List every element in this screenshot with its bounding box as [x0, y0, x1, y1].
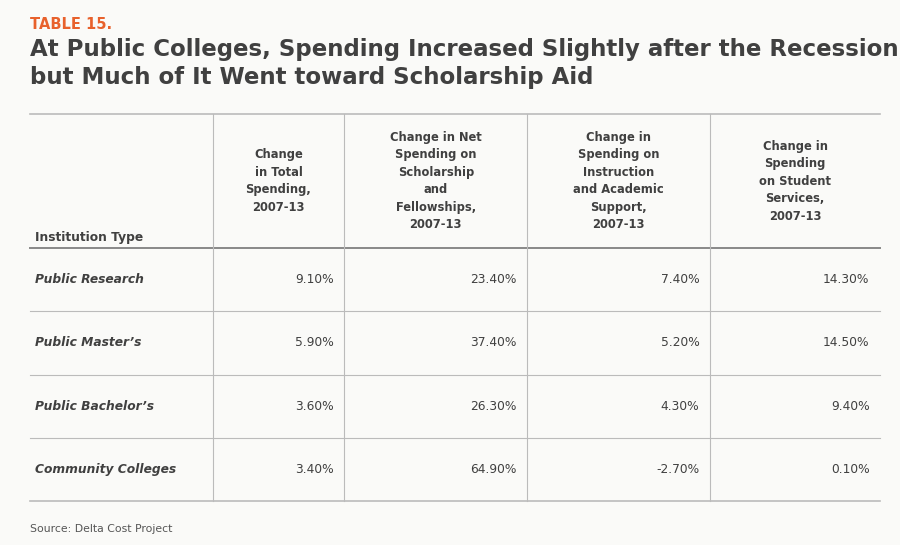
Text: Source: Delta Cost Project: Source: Delta Cost Project	[30, 524, 172, 534]
Text: Change
in Total
Spending,
2007-13: Change in Total Spending, 2007-13	[246, 148, 311, 214]
Text: Change in Net
Spending on
Scholarship
and
Fellowships,
2007-13: Change in Net Spending on Scholarship an…	[390, 131, 482, 232]
Text: Institution Type: Institution Type	[35, 231, 143, 244]
Text: 4.30%: 4.30%	[661, 400, 699, 413]
Text: Public Master’s: Public Master’s	[35, 336, 141, 349]
Text: Change in
Spending
on Student
Services,
2007-13: Change in Spending on Student Services, …	[760, 140, 832, 223]
Text: -2.70%: -2.70%	[656, 463, 699, 476]
Text: 3.60%: 3.60%	[295, 400, 334, 413]
Text: 14.50%: 14.50%	[823, 336, 869, 349]
Text: TABLE 15.: TABLE 15.	[30, 17, 112, 33]
Text: 7.40%: 7.40%	[661, 273, 699, 286]
Text: 9.40%: 9.40%	[831, 400, 869, 413]
Text: 5.20%: 5.20%	[661, 336, 699, 349]
Text: 0.10%: 0.10%	[831, 463, 869, 476]
Text: but Much of It Went toward Scholarship Aid: but Much of It Went toward Scholarship A…	[30, 66, 593, 89]
Text: 64.90%: 64.90%	[470, 463, 517, 476]
Text: Public Research: Public Research	[35, 273, 144, 286]
Text: 5.90%: 5.90%	[295, 336, 334, 349]
Text: 26.30%: 26.30%	[470, 400, 517, 413]
Text: 14.30%: 14.30%	[823, 273, 869, 286]
Text: Change in
Spending on
Instruction
and Academic
Support,
2007-13: Change in Spending on Instruction and Ac…	[573, 131, 664, 232]
Text: Community Colleges: Community Colleges	[35, 463, 176, 476]
Text: 37.40%: 37.40%	[470, 336, 517, 349]
Text: 3.40%: 3.40%	[295, 463, 334, 476]
Text: At Public Colleges, Spending Increased Slightly after the Recession,: At Public Colleges, Spending Increased S…	[30, 38, 900, 61]
Text: 9.10%: 9.10%	[295, 273, 334, 286]
Text: 23.40%: 23.40%	[470, 273, 517, 286]
Text: Public Bachelor’s: Public Bachelor’s	[35, 400, 154, 413]
